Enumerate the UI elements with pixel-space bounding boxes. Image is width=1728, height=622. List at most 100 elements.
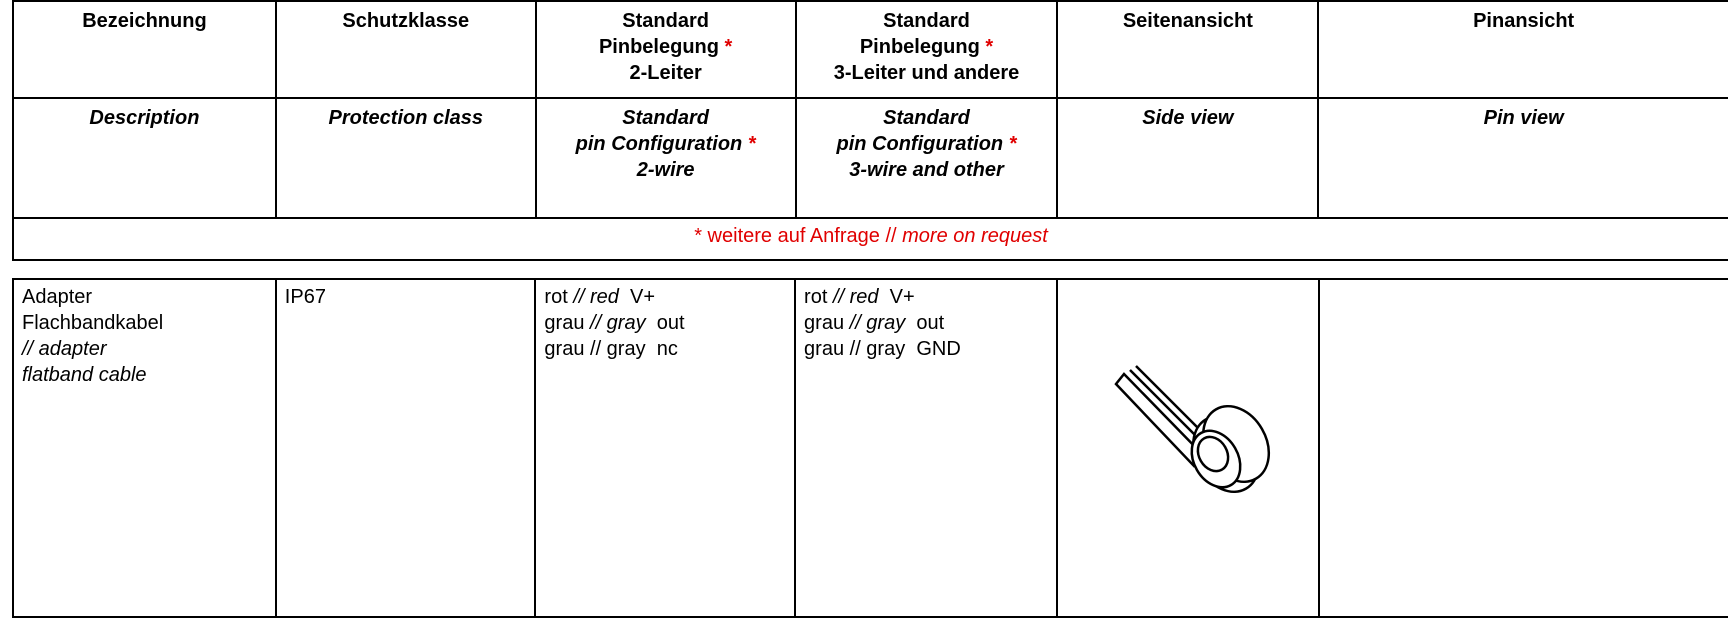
asterisk: * [1008, 133, 1017, 155]
pin-line: rot // red V+ [804, 284, 1048, 310]
note-row: * weitere auf Anfrage // more on request [12, 217, 1728, 261]
header-text: Standard [622, 10, 709, 32]
header-cell: Schutzklasse [274, 0, 537, 99]
asterisk: * [724, 36, 733, 58]
product-table: Adapter Flachbandkabel // adapter flatba… [12, 278, 1728, 618]
note-cell: * weitere auf Anfrage // more on request [12, 217, 1728, 261]
header-line: Standard [805, 8, 1049, 34]
header-text: Bezeichnung [82, 10, 207, 32]
header-text: Pin view [1483, 107, 1564, 129]
signal: nc [656, 338, 678, 360]
description-en: flatband cable [22, 364, 147, 386]
pin-line: grau // gray out [804, 310, 1048, 336]
header-line: Protection class [285, 105, 527, 131]
header-line: 2-wire [545, 157, 787, 183]
header-row-en: Description Protection class Standard pin C… [12, 97, 1728, 219]
wire-translation: // red [573, 286, 619, 308]
signal: out [916, 312, 945, 334]
description-en: // adapter [22, 338, 107, 360]
wire-translation: // red [832, 286, 879, 308]
signal: V+ [889, 286, 915, 308]
header-line: Description [22, 105, 267, 131]
header-text: Seitenansicht [1122, 10, 1253, 32]
pin-view-cell [1317, 278, 1728, 618]
header-text: Schutzklasse [342, 10, 470, 32]
wire-translation: // gray [849, 338, 906, 360]
wire-translation: // gray [590, 338, 646, 360]
signal: GND [916, 338, 961, 360]
side-view-cell [1055, 278, 1320, 618]
header-cell: Side view [1056, 97, 1320, 219]
header-line: pin Configuration * [545, 131, 787, 157]
asterisk: * [747, 133, 756, 155]
header-cell: Pin view [1317, 97, 1728, 219]
header-line: Pinansicht [1327, 8, 1720, 34]
description-de: Flachbandkabel [22, 312, 164, 334]
wire-color: grau [804, 312, 845, 334]
header-row-de: Bezeichnung Schutzklasse Standard Pinbelegu… [12, 0, 1728, 99]
note-de: * weitere auf Anfrage // [694, 225, 897, 247]
signal: V+ [630, 286, 656, 308]
header-cell: Bezeichnung [12, 0, 277, 99]
header-text: pin Configuration [836, 133, 1004, 155]
asterisk: * [985, 36, 994, 58]
header-text: Pinansicht [1473, 10, 1575, 32]
connector-image [1114, 365, 1270, 493]
description-de: Adapter [22, 286, 93, 308]
header-line: Side view [1066, 105, 1309, 131]
header-text: pin Configuration [575, 133, 743, 155]
header-text: Standard [883, 107, 970, 129]
header-cell: Pinansicht [1317, 0, 1728, 99]
header-cell: Standard pin Configuration * 2-wire [534, 97, 797, 219]
header-text: Pinbelegung [859, 36, 980, 58]
header-text: Pinbelegung [598, 36, 719, 58]
header-text: Protection class [328, 107, 484, 129]
protection: IP67 [284, 286, 326, 308]
pin-line: grau // gray GND [804, 336, 1048, 362]
header-cell: Protection class [274, 97, 537, 219]
wire-color: grau [544, 338, 585, 360]
header-line: Seitenansicht [1066, 8, 1309, 34]
header-cell: Standard Pinbelegung * 2-Leiter [534, 0, 797, 99]
wire-translation: // gray [849, 312, 906, 334]
header-line: 3-Leiter und andere [805, 60, 1049, 86]
header-line: Pinbelegung * [545, 34, 787, 60]
product-row: Adapter Flachbandkabel // adapter flatba… [12, 278, 1728, 618]
pin-line: grau // gray out [544, 310, 786, 336]
wire-translation: // gray [590, 312, 646, 334]
wire-color: grau [544, 312, 585, 334]
header-text: 2-wire [636, 159, 695, 181]
header-line: Standard [545, 105, 787, 131]
header-line: pin Configuration * [805, 131, 1049, 157]
note-en: more on request [902, 225, 1048, 247]
pin-line: rot // red V+ [544, 284, 786, 310]
signal: out [656, 312, 685, 334]
protection-cell: IP67 [274, 278, 537, 618]
pins-3wire-cell: rot // red V+ grau // gray out grau // gra… [794, 278, 1058, 618]
wire-color: grau [804, 338, 845, 360]
header-cell: Standard Pinbelegung * 3-Leiter und andere [794, 0, 1059, 99]
header-text: 3-Leiter und andere [833, 62, 1020, 84]
header-line: Schutzklasse [285, 8, 527, 34]
header-line: 2-Leiter [545, 60, 787, 86]
pin-line: grau // gray nc [544, 336, 786, 362]
header-cell: Seitenansicht [1056, 0, 1320, 99]
header-cell: Standard pin Configuration * 3-wire and ot… [794, 97, 1059, 219]
header-text: Side view [1142, 107, 1234, 129]
description-cell: Adapter Flachbandkabel // adapter flatba… [12, 278, 277, 618]
header-text: Standard [622, 107, 709, 129]
header-text: Standard [883, 10, 970, 32]
header-table: Bezeichnung Schutzklasse Standard Pinbelegu… [12, 0, 1728, 261]
header-text: Description [89, 107, 200, 129]
header-line: 3-wire and other [805, 157, 1049, 183]
header-line: Standard [545, 8, 787, 34]
header-cell: Description [12, 97, 277, 219]
wire-color: rot [804, 286, 828, 308]
header-line: Standard [805, 105, 1049, 131]
header-text: 2-Leiter [629, 62, 702, 84]
header-line: Pin view [1327, 105, 1720, 131]
header-text: 3-wire and other [849, 159, 1004, 181]
wire-color: rot [544, 286, 568, 308]
header-line: Pinbelegung * [805, 34, 1049, 60]
